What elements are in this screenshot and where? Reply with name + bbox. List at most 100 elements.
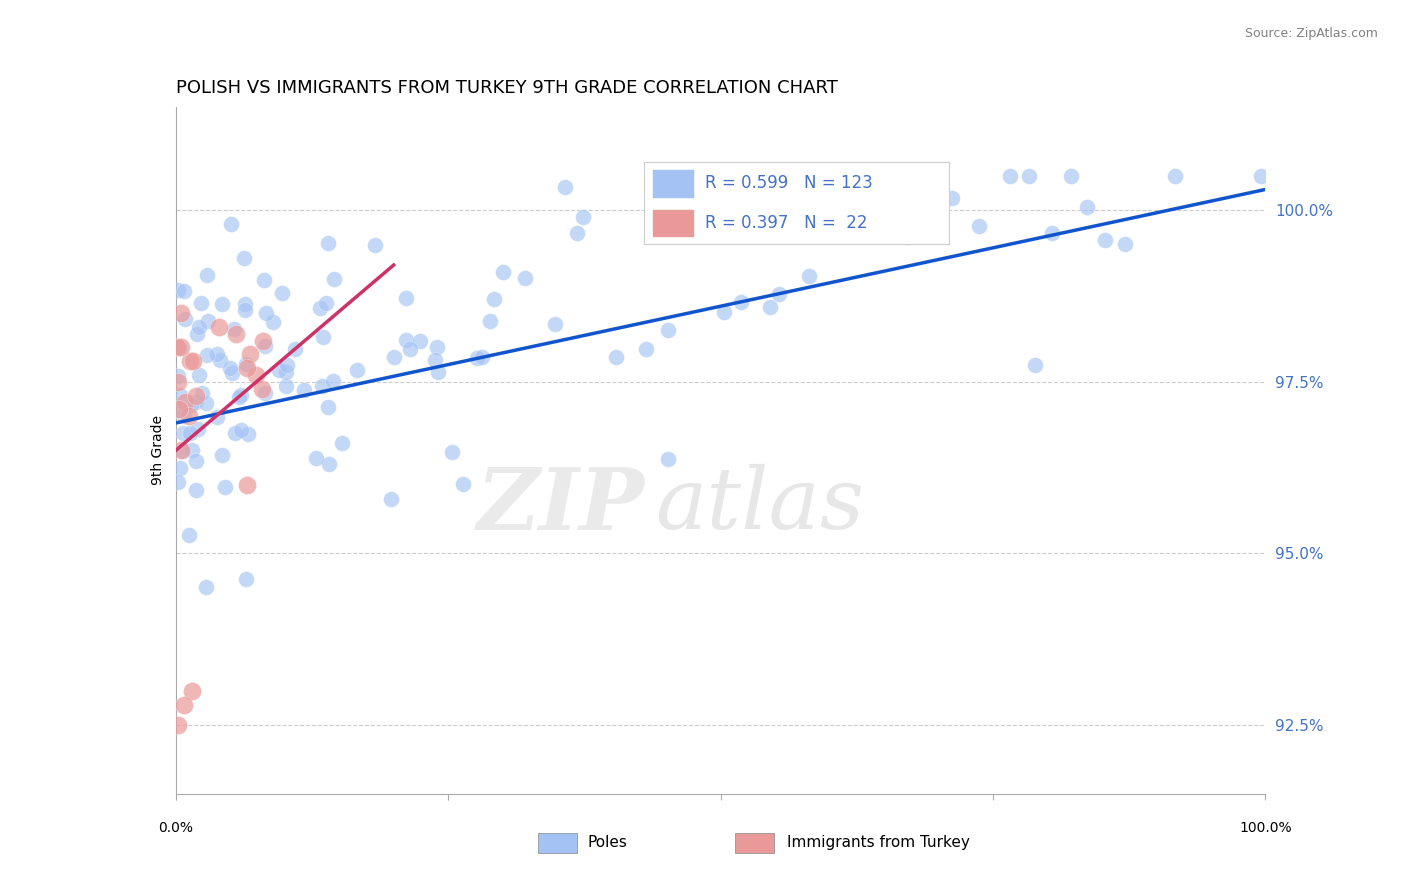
Point [657, 452, 679, 467]
Point [806, 192, 828, 206]
Text: 100.0%: 100.0% [1239, 821, 1292, 835]
Point [169, 461, 191, 475]
Point [267, 362, 290, 376]
Point [565, 226, 588, 240]
Point [173, 284, 195, 298]
Point [399, 342, 422, 356]
Point [177, 409, 200, 423]
Point [513, 271, 536, 285]
Point [276, 365, 298, 379]
Point [382, 350, 405, 364]
Point [180, 442, 202, 457]
Point [262, 315, 284, 329]
Point [308, 301, 330, 315]
Point [188, 320, 211, 334]
Point [409, 334, 432, 348]
Point [194, 396, 217, 410]
Text: R = 0.397   N =  22: R = 0.397 N = 22 [706, 214, 868, 232]
Point [225, 326, 247, 341]
Point [239, 347, 262, 361]
Point [465, 351, 488, 365]
Point [897, 230, 920, 244]
Point [211, 297, 233, 311]
Point [179, 528, 201, 542]
Point [169, 403, 191, 417]
Point [166, 340, 188, 354]
Point [233, 303, 256, 318]
Point [221, 366, 243, 380]
Point [605, 350, 627, 364]
Point [254, 339, 277, 353]
Point [759, 300, 782, 314]
Point [186, 326, 208, 341]
Point [188, 368, 211, 383]
Point [167, 402, 190, 417]
Point [228, 390, 250, 404]
Point [312, 330, 335, 344]
Point [491, 265, 513, 279]
Point [554, 180, 576, 194]
Point [250, 382, 273, 396]
Point [380, 491, 402, 506]
Point [482, 292, 505, 306]
Bar [654, 170, 693, 196]
Point [928, 202, 950, 217]
Point [730, 294, 752, 309]
Point [1024, 358, 1046, 372]
Point [208, 319, 231, 334]
Point [423, 352, 446, 367]
Point [208, 353, 231, 368]
Point [426, 340, 449, 354]
Point [941, 191, 963, 205]
Point [186, 394, 208, 409]
Point [235, 357, 257, 371]
Point [190, 295, 212, 310]
Point [274, 379, 297, 393]
Point [479, 313, 502, 327]
Point [322, 374, 344, 388]
Point [229, 388, 252, 402]
Point [1042, 226, 1064, 240]
Point [170, 340, 193, 354]
Point [169, 443, 191, 458]
Point [195, 348, 218, 362]
Point [713, 305, 735, 319]
Point [998, 169, 1021, 183]
Point [441, 445, 464, 459]
Point [471, 351, 494, 365]
Point [315, 296, 337, 310]
Point [195, 581, 218, 595]
Point [1076, 200, 1098, 214]
Point [173, 409, 195, 423]
Point [426, 365, 449, 379]
Point [572, 211, 595, 225]
Point [233, 297, 256, 311]
Point [169, 388, 191, 402]
Point [180, 398, 202, 412]
Text: Immigrants from Turkey: Immigrants from Turkey [787, 836, 970, 850]
Point [254, 305, 277, 319]
Point [229, 423, 252, 437]
Point [657, 323, 679, 337]
Point [179, 425, 201, 440]
Point [172, 426, 194, 441]
Point [174, 395, 197, 409]
Point [1018, 169, 1040, 183]
Point [318, 400, 340, 414]
Point [323, 272, 346, 286]
Point [284, 343, 307, 357]
Point [219, 360, 242, 375]
Point [238, 426, 260, 441]
Point [181, 354, 204, 368]
Point [235, 572, 257, 586]
Point [305, 450, 328, 465]
Point [316, 236, 339, 251]
Point [235, 361, 257, 376]
Point [245, 368, 267, 382]
Point [219, 217, 242, 231]
Point [797, 268, 820, 283]
Text: 0.0%: 0.0% [159, 821, 193, 835]
Point [1250, 169, 1272, 183]
Point [1060, 169, 1083, 183]
Bar [654, 210, 693, 236]
